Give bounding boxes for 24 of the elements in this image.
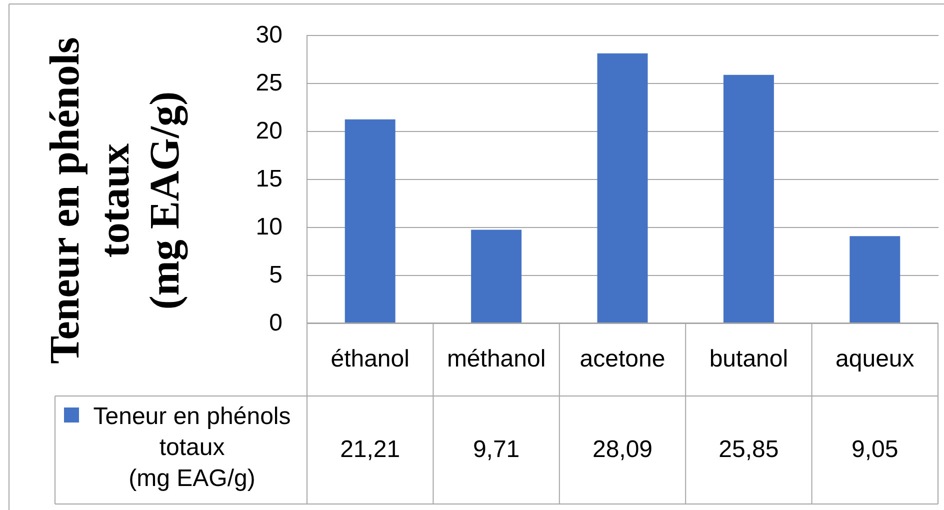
y-tick-label: 20 [256, 118, 282, 144]
y-tick-label: 25 [256, 70, 282, 96]
data-label: 28,09 [592, 436, 653, 463]
data-label: 21,21 [340, 436, 400, 463]
x-tick-label: acetone [580, 346, 666, 372]
data-label: 9,05 [852, 436, 898, 463]
y-axis-title: Teneur en phénols totaux (mg EAG/g) [42, 37, 188, 364]
y-tick-label: 15 [256, 166, 282, 192]
data-label: 25,85 [718, 436, 779, 463]
x-tick-label: méthanol [446, 346, 546, 372]
x-tick-label: butanol [709, 346, 788, 372]
x-tick-label: éthanol [330, 346, 410, 372]
data-label: 9,71 [472, 436, 520, 463]
y-tick-label: 5 [269, 262, 282, 288]
legend-label: Teneur en phénols totaux (mg EAG/g) [93, 403, 291, 492]
bar [471, 230, 522, 323]
y-tick-label: 10 [256, 214, 282, 240]
bar [850, 236, 900, 323]
bar [597, 53, 648, 323]
bar [723, 74, 774, 323]
y-tick-label: 30 [256, 22, 282, 48]
x-tick-label: aqueux [836, 346, 914, 372]
y-tick-label: 0 [269, 310, 282, 336]
bar [344, 119, 396, 323]
